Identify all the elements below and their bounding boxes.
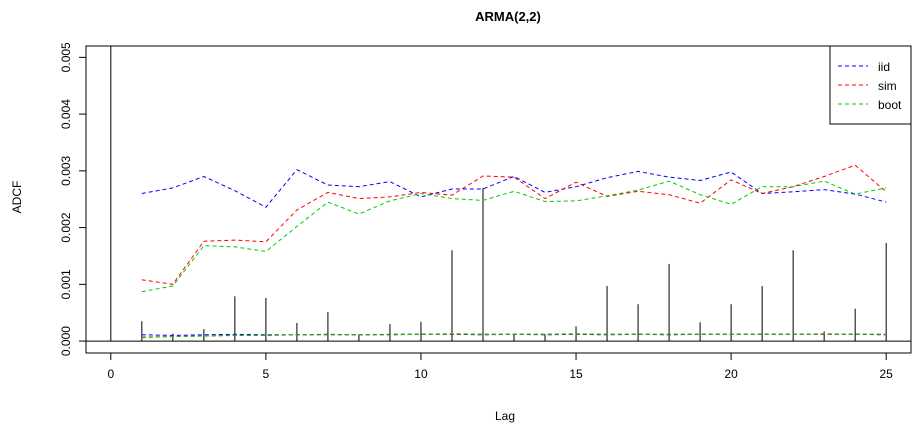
x-tick-label-25: 25 <box>880 367 894 381</box>
x-tick-label-20: 20 <box>724 367 738 381</box>
legend-label-boot: boot <box>878 98 902 112</box>
x-axis: 0 5 10 15 20 25 <box>107 352 894 381</box>
legend-label-sim: sim <box>878 79 897 93</box>
y-tick-label-2: 0.002 <box>59 212 73 242</box>
x-tick-label-0: 0 <box>107 367 114 381</box>
x-tick-label-5: 5 <box>263 367 270 381</box>
legend-label-iid: iid <box>878 60 890 74</box>
x-tick-label-15: 15 <box>569 367 583 381</box>
series-boot-upper-line <box>141 180 887 293</box>
y-tick-label-3: 0.003 <box>59 155 73 185</box>
y-axis: 0.000 0.001 0.002 0.003 0.004 0.005 <box>59 42 87 356</box>
series-iid-upper-line <box>141 169 887 208</box>
series-boot-lower-line <box>141 333 887 339</box>
y-tick-label-4: 0.004 <box>59 99 73 129</box>
series-sim-upper-line <box>141 164 887 285</box>
chart-title: ARMA(2,2) <box>475 9 541 24</box>
legend: iid sim boot <box>829 45 912 125</box>
x-tick-label-10: 10 <box>414 367 428 381</box>
x-axis-title: Lag <box>495 409 515 423</box>
y-tick-label-0: 0.000 <box>59 326 73 356</box>
adcf-bars-layer <box>110 46 887 342</box>
y-tick-label-5: 0.005 <box>59 42 73 72</box>
plot-frame <box>85 45 912 354</box>
legend-box <box>829 45 912 125</box>
y-tick-label-1: 0.001 <box>59 269 73 299</box>
series-layer <box>141 164 887 339</box>
y-axis-title: ADCF <box>10 181 24 214</box>
